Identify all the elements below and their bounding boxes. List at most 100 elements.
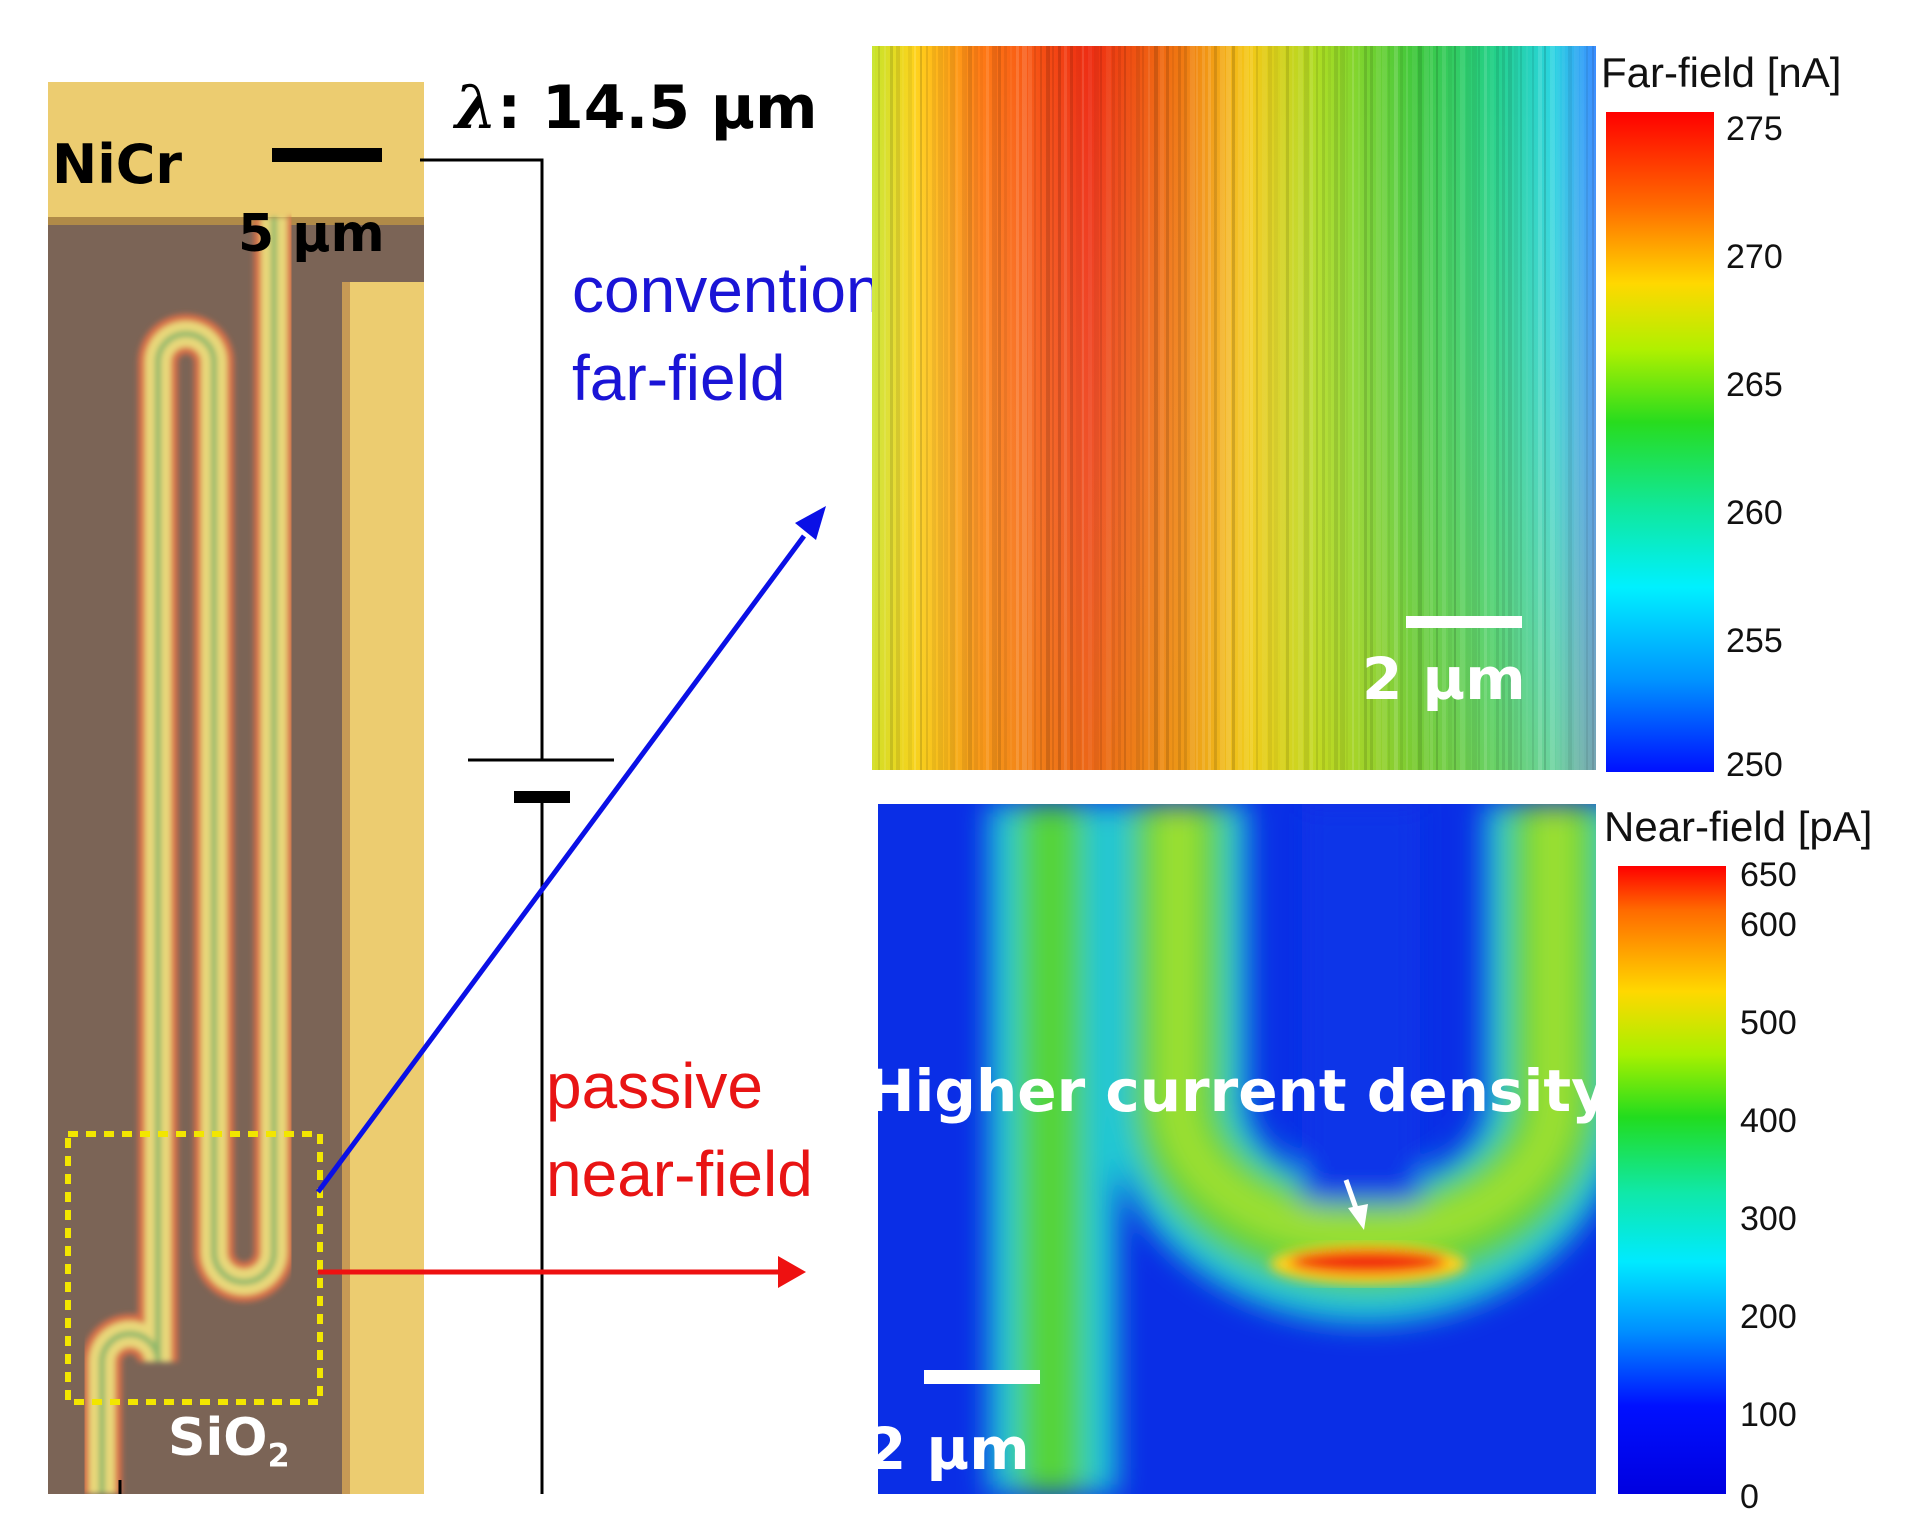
- far-field-texture-streak: [998, 46, 1001, 770]
- near-field-scale-bar: [924, 1370, 1040, 1384]
- far-field-texture-streak: [884, 46, 886, 770]
- far-field-texture-streak: [1298, 46, 1303, 770]
- near-field-tick: 650: [1740, 856, 1797, 894]
- far-field-map: [872, 46, 1596, 770]
- far-field-texture-streak: [1004, 46, 1007, 770]
- far-field-tick: 250: [1726, 746, 1783, 784]
- far-field-texture-streak: [926, 46, 928, 770]
- far-field-texture-streak: [1238, 46, 1242, 770]
- far-field-texture-streak: [1526, 46, 1528, 770]
- far-field-texture-streak: [1436, 46, 1438, 770]
- far-field-texture-streak: [1430, 46, 1433, 770]
- far-field-texture-streak: [1148, 46, 1150, 770]
- far-field-texture-streak: [1496, 46, 1499, 770]
- far-field-texture-streak: [1172, 46, 1174, 770]
- far-field-texture-streak: [1514, 46, 1518, 770]
- far-field-texture-streak: [1472, 46, 1477, 770]
- far-field-texture-streak: [1208, 46, 1211, 770]
- far-field-texture-streak: [980, 46, 983, 770]
- far-field-texture-streak: [1262, 46, 1267, 770]
- conventional-label-line2: far-field: [572, 342, 786, 414]
- near-field-tick: 300: [1740, 1200, 1797, 1238]
- far-field-texture-streak: [1160, 46, 1164, 770]
- far-field-texture-streak: [1244, 46, 1249, 770]
- far-field-texture-streak: [1022, 46, 1027, 770]
- far-field-texture-streak: [1250, 46, 1253, 770]
- far-field-texture-streak: [890, 46, 893, 770]
- far-field-texture-streak: [1376, 46, 1381, 770]
- far-field-texture-streak: [1130, 46, 1132, 770]
- sio2-label: SiO2: [168, 1412, 290, 1471]
- far-field-texture-streak: [920, 46, 922, 770]
- far-field-texture-streak: [902, 46, 904, 770]
- far-field-texture-streak: [992, 46, 997, 770]
- wavelength-label: λ: 14.5 µm: [455, 78, 818, 138]
- far-field-texture-streak: [1142, 46, 1144, 770]
- far-field-texture-streak: [962, 46, 967, 770]
- far-field-texture-streak: [1322, 46, 1325, 770]
- far-field-texture-streak: [1202, 46, 1205, 770]
- far-field-texture-streak: [1046, 46, 1050, 770]
- far-field-texture-streak: [1154, 46, 1158, 770]
- far-field-texture-streak: [1016, 46, 1019, 770]
- far-field-texture-streak: [1442, 46, 1446, 770]
- far-field-texture-streak: [1328, 46, 1331, 770]
- far-field-texture-streak: [1226, 46, 1231, 770]
- far-field-texture-streak: [1094, 46, 1099, 770]
- far-field-texture-streak: [1280, 46, 1285, 770]
- far-field-texture-streak: [1166, 46, 1169, 770]
- far-field-colorbar-title: Far-field [nA]: [1601, 49, 1842, 96]
- far-field-texture-streak: [1580, 46, 1584, 770]
- far-field-colorbar: [1606, 112, 1714, 772]
- far-field-texture-streak: [1052, 46, 1054, 770]
- far-field-texture-streak: [914, 46, 916, 770]
- sio2-text: SiO: [168, 1408, 268, 1468]
- near-field-tick: 100: [1740, 1396, 1797, 1434]
- far-field-texture-streak: [1124, 46, 1126, 770]
- far-field-texture-streak: [896, 46, 900, 770]
- far-field-texture-streak: [1400, 46, 1403, 770]
- near-field-arrow: [318, 1256, 806, 1288]
- far-field-texture-streak: [1118, 46, 1121, 770]
- far-field-texture-streak: [1538, 46, 1542, 770]
- far-field-tick: 260: [1726, 494, 1783, 532]
- far-field-texture-streak: [1490, 46, 1494, 770]
- far-field-texture-streak: [1520, 46, 1522, 770]
- lambda-symbol: λ: [455, 73, 498, 143]
- far-field-texture-streak: [1556, 46, 1560, 770]
- near-field-colorbar: [1618, 866, 1726, 1494]
- far-field-texture-streak: [1184, 46, 1187, 770]
- wavelength-value: : 14.5 µm: [497, 73, 818, 143]
- far-field-texture-streak: [1232, 46, 1235, 770]
- nicr-micrograph: [48, 82, 424, 1494]
- far-field-texture-streak: [1286, 46, 1289, 770]
- far-field-arrow: [315, 506, 826, 1194]
- far-field-texture-streak: [1484, 46, 1487, 770]
- far-field-texture-streak: [968, 46, 972, 770]
- far-field-texture-streak: [1418, 46, 1422, 770]
- far-field-texture-streak: [1070, 46, 1073, 770]
- passive-label-line1: passive: [546, 1050, 763, 1122]
- far-field-texture-streak: [1196, 46, 1198, 770]
- far-field-texture-streak: [1568, 46, 1572, 770]
- far-field-texture-streak: [986, 46, 989, 770]
- far-field-texture-streak: [1592, 46, 1594, 770]
- far-field-texture-streak: [878, 46, 880, 770]
- far-field-texture-streak: [1406, 46, 1408, 770]
- far-field-texture-streak: [1274, 46, 1278, 770]
- far-field-texture-streak: [1502, 46, 1505, 770]
- far-field-tick: 270: [1726, 238, 1783, 276]
- far-field-scale-label: 2 µm: [1362, 645, 1526, 713]
- far-field-texture-streak: [1028, 46, 1032, 770]
- far-field-texture-streak: [1352, 46, 1354, 770]
- far-field-texture-streak: [1532, 46, 1534, 770]
- far-field-texture-streak: [1112, 46, 1115, 770]
- far-field-texture-streak: [1364, 46, 1367, 770]
- far-field-texture-streak: [1544, 46, 1546, 770]
- far-field-texture-streak: [1106, 46, 1111, 770]
- micrograph-scale-label: 5 µm: [238, 204, 385, 264]
- far-field-texture-streak: [1334, 46, 1338, 770]
- far-field-texture-streak: [1064, 46, 1067, 770]
- far-field-texture-streak: [1076, 46, 1081, 770]
